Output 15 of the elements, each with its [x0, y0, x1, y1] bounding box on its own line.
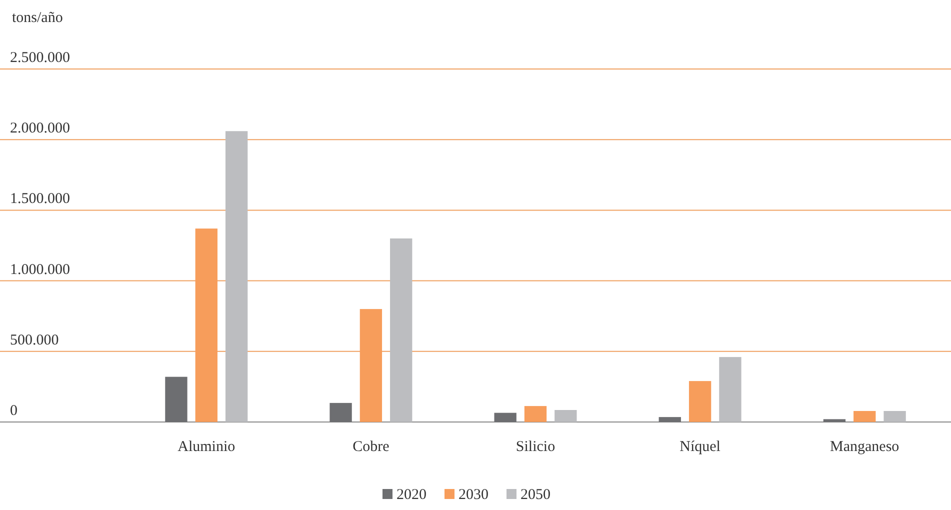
x-tick-label: Silicio	[516, 439, 556, 455]
x-tick-label: Níquel	[680, 439, 720, 455]
y-tick-label: 0	[10, 403, 18, 419]
y-axis-title: tons/año	[12, 10, 63, 26]
x-tick-label: Cobre	[352, 439, 390, 455]
x-tick-label: Aluminio	[178, 439, 236, 455]
x-tick-label: Manganeso	[830, 439, 900, 455]
legend-label: 2050	[520, 487, 550, 503]
y-tick-label: 1.000.000	[10, 262, 70, 278]
y-tick-label: 2.500.000	[10, 50, 70, 66]
legend-label: 2030	[458, 487, 488, 503]
legend-label: 2020	[396, 487, 426, 503]
y-tick-label: 1.500.000	[10, 191, 70, 208]
y-tick-label: 500.000	[10, 332, 59, 348]
y-tick-label: 2.000.000	[10, 120, 70, 137]
